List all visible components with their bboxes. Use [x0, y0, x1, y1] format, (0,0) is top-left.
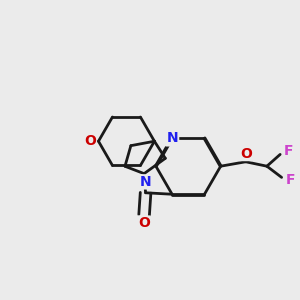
Text: F: F [284, 145, 294, 158]
Text: O: O [240, 146, 252, 161]
Text: O: O [84, 134, 96, 148]
Text: F: F [286, 173, 295, 187]
Text: N: N [140, 175, 152, 189]
Text: O: O [138, 216, 150, 230]
Text: N: N [166, 131, 178, 145]
